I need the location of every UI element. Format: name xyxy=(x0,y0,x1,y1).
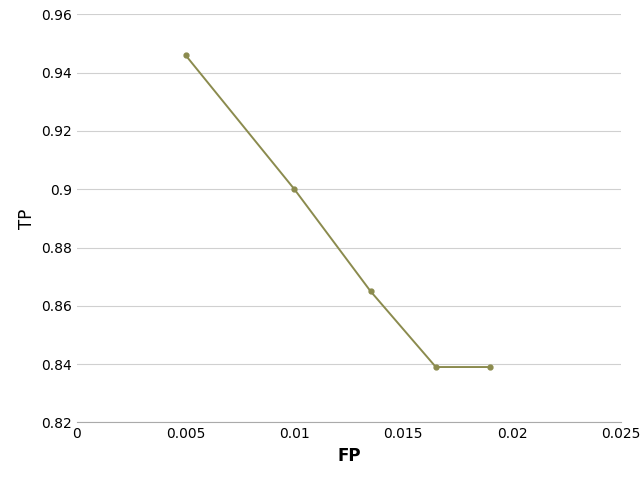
X-axis label: FP: FP xyxy=(337,447,360,465)
Y-axis label: TP: TP xyxy=(17,208,35,228)
